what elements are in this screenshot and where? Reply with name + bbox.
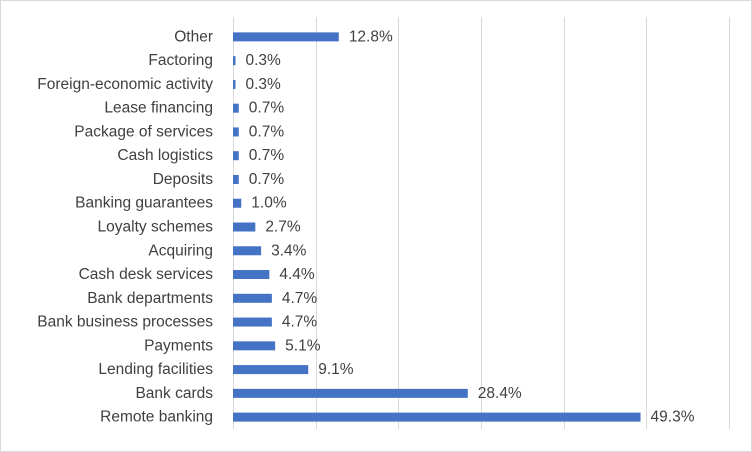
category-label-2: Foreign-economic activity	[37, 76, 213, 93]
data-label-1: 0.3%	[245, 52, 281, 69]
data-labels: 12.8% 0.3% 0.3% 0.7% 0.7% 0.7% 0.7% 1.0% 2.7% 3.4…	[245, 28, 694, 425]
category-label-16: Remote banking	[100, 409, 213, 426]
bar-14	[233, 365, 309, 375]
bar-6	[233, 174, 239, 184]
data-label-7: 1.0%	[251, 195, 287, 212]
bars	[233, 32, 641, 422]
category-label-5: Cash logistics	[117, 147, 213, 164]
bar-11	[233, 293, 272, 303]
data-label-2: 0.3%	[245, 76, 281, 93]
category-labels: Other Factoring Foreign-economic activity L…	[37, 28, 213, 425]
bar-2	[233, 79, 236, 89]
data-label-13: 5.1%	[285, 337, 321, 354]
data-label-6: 0.7%	[249, 171, 285, 188]
category-label-1: Factoring	[148, 52, 213, 69]
data-label-0: 12.8%	[349, 28, 393, 45]
bar-9	[233, 246, 262, 256]
bar-13	[233, 341, 276, 351]
bar-10	[233, 270, 270, 280]
bar-3	[233, 103, 239, 113]
data-label-10: 4.4%	[279, 266, 315, 283]
gridlines	[233, 17, 730, 429]
bar-8	[233, 222, 256, 232]
data-label-12: 4.7%	[282, 314, 318, 331]
bar-7	[233, 198, 242, 208]
category-label-6: Deposits	[153, 171, 214, 188]
bar-15	[233, 388, 468, 398]
data-label-16: 49.3%	[651, 409, 695, 426]
bar-0	[233, 32, 339, 42]
category-label-4: Package of services	[74, 123, 213, 140]
data-label-4: 0.7%	[249, 123, 285, 140]
data-label-9: 3.4%	[271, 242, 307, 259]
bar-16	[233, 412, 641, 422]
bar-5	[233, 151, 239, 161]
category-label-8: Loyalty schemes	[98, 219, 214, 236]
data-label-11: 4.7%	[282, 290, 318, 307]
data-label-14: 9.1%	[318, 361, 354, 378]
data-label-15: 28.4%	[478, 385, 522, 402]
data-label-5: 0.7%	[249, 147, 285, 164]
category-label-9: Acquiring	[148, 242, 213, 259]
category-label-3: Lease financing	[104, 100, 213, 117]
category-label-0: Other	[174, 28, 213, 45]
category-label-10: Cash desk services	[79, 266, 214, 283]
bar-12	[233, 317, 272, 327]
category-label-13: Payments	[144, 337, 213, 354]
category-label-7: Banking guarantees	[75, 195, 213, 212]
data-label-8: 2.7%	[265, 219, 301, 236]
category-label-15: Bank cards	[135, 385, 213, 402]
category-label-12: Bank business processes	[37, 314, 213, 331]
bar-4	[233, 127, 239, 137]
category-label-14: Lending facilities	[98, 361, 213, 378]
data-label-3: 0.7%	[249, 100, 285, 117]
bar-1	[233, 56, 236, 66]
category-label-11: Bank departments	[87, 290, 213, 307]
